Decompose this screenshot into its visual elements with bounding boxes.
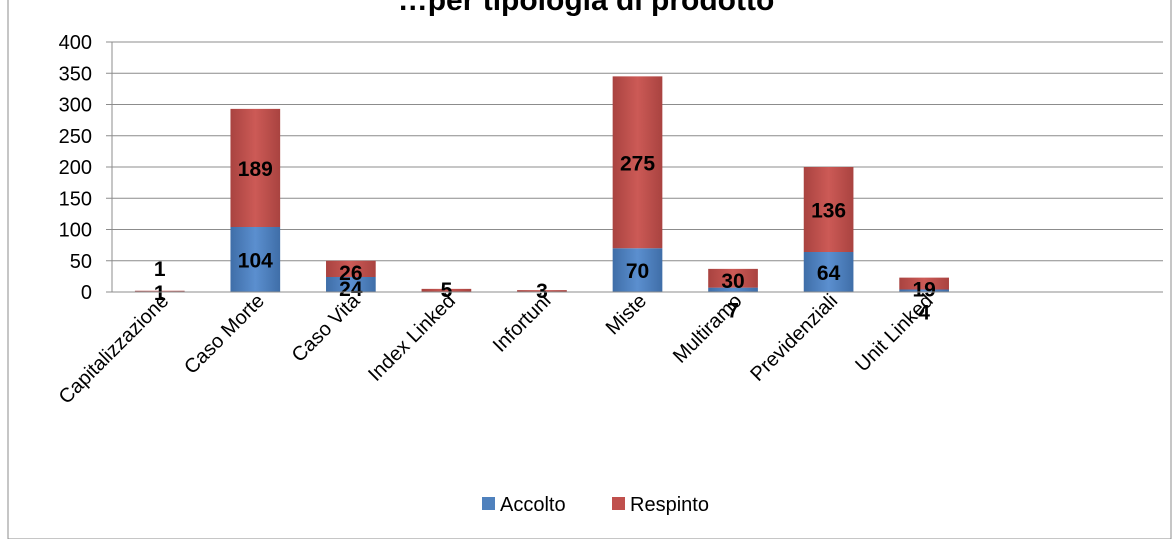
data-label-respinto: 19: [912, 279, 935, 302]
bar-accolto: [230, 227, 281, 292]
y-tick-label: 300: [59, 95, 92, 117]
data-label-accolto: 104: [238, 250, 273, 273]
bar-respinto: [517, 290, 567, 292]
legend: Accolto Respinto: [482, 494, 709, 516]
y-tick-label: 250: [59, 126, 92, 148]
chart-border: [7, 0, 1172, 540]
bar-respinto: [708, 268, 758, 288]
data-label-respinto: 1: [154, 258, 166, 281]
data-label-respinto: 136: [811, 200, 846, 223]
data-label-respinto: 26: [339, 262, 362, 285]
data-label-accolto: 64: [817, 262, 841, 285]
legend-label-respinto: Respinto: [630, 494, 709, 516]
data-label-respinto: 275: [620, 152, 655, 175]
data-label-accolto: 7: [727, 300, 739, 323]
legend-swatch-accolto: [482, 497, 495, 510]
data-label-accolto: 4: [918, 302, 930, 325]
bar-accolto: [326, 277, 376, 292]
legend-label-accolto: Accolto: [500, 494, 566, 516]
data-label-respinto: 5: [441, 279, 453, 302]
bar-accolto: [899, 289, 949, 292]
data-label-respinto: 189: [238, 158, 273, 181]
y-tick-label: 150: [59, 188, 92, 210]
bar-respinto: [421, 288, 472, 292]
data-label-accolto: 24: [339, 278, 363, 301]
bar-respinto: [612, 76, 663, 249]
bar-respinto: [803, 167, 854, 252]
y-tick-label: 0: [81, 282, 92, 304]
data-label-respinto: 30: [721, 270, 744, 293]
bar-accolto: [803, 252, 854, 292]
y-tick-label: 200: [59, 157, 92, 179]
bar-respinto: [134, 290, 185, 292]
bar-respinto: [230, 108, 281, 227]
chart-title: …per tipologia di prodotto: [398, 0, 775, 17]
bar-accolto: [612, 248, 663, 292]
y-tick-label: 400: [59, 32, 92, 54]
bar-accolto: [708, 287, 758, 292]
y-tick-label: 350: [59, 63, 92, 85]
y-tick-label: 50: [70, 251, 92, 273]
bar-respinto: [899, 277, 949, 290]
bar-respinto: [326, 260, 376, 277]
legend-swatch-respinto: [612, 497, 625, 510]
data-label-accolto: 70: [626, 260, 649, 283]
y-tick-label: 100: [59, 220, 92, 242]
data-label-accolto: 1: [154, 282, 166, 305]
